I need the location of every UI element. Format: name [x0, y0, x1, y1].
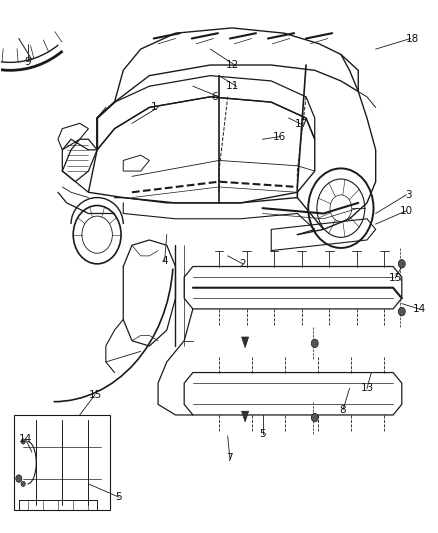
Text: 18: 18	[406, 34, 419, 44]
Text: 1: 1	[150, 102, 157, 112]
Circle shape	[21, 481, 25, 487]
Text: 7: 7	[226, 454, 233, 463]
Circle shape	[16, 475, 22, 482]
Text: 11: 11	[226, 81, 239, 91]
Text: 5: 5	[259, 429, 266, 439]
Text: 3: 3	[405, 190, 412, 200]
Text: 9: 9	[24, 58, 31, 67]
Text: 13: 13	[360, 383, 374, 393]
Text: 14: 14	[413, 304, 426, 314]
Text: 12: 12	[226, 60, 239, 70]
Text: 4: 4	[161, 256, 168, 266]
Circle shape	[311, 414, 318, 422]
Text: 8: 8	[340, 405, 346, 415]
Text: 16: 16	[273, 132, 286, 142]
Text: 5: 5	[116, 492, 122, 502]
Polygon shape	[242, 337, 249, 348]
Text: 6: 6	[212, 92, 218, 102]
Circle shape	[311, 339, 318, 348]
Text: 2: 2	[240, 259, 246, 269]
Text: 15: 15	[389, 273, 402, 283]
Text: 15: 15	[88, 390, 102, 400]
Circle shape	[398, 308, 405, 316]
Circle shape	[21, 439, 25, 444]
Text: 17: 17	[295, 119, 308, 130]
Polygon shape	[242, 411, 249, 422]
Text: 14: 14	[19, 434, 32, 444]
Text: 10: 10	[399, 206, 413, 216]
Circle shape	[398, 260, 405, 268]
